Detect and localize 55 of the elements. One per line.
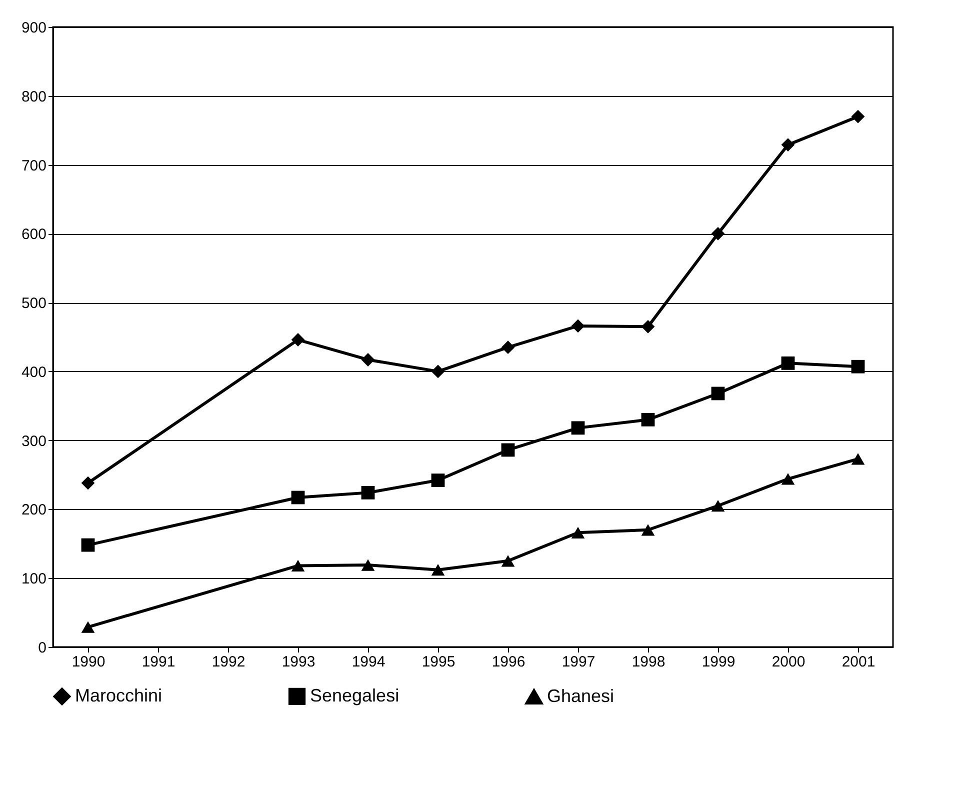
point (781, 473, 795, 485)
x-tick-label: 2000 (772, 654, 806, 670)
point (571, 526, 585, 538)
point (641, 524, 655, 536)
point (851, 360, 865, 374)
legend-label: Senegalesi (310, 685, 400, 706)
point (431, 564, 445, 576)
point (361, 559, 375, 571)
legend-label: Marocchini (75, 685, 162, 706)
point (501, 340, 515, 354)
point (571, 421, 585, 435)
x-tick-label: 1999 (702, 654, 736, 670)
x-tick-label: 1998 (632, 654, 666, 670)
point (641, 320, 655, 334)
point (361, 353, 375, 366)
point (501, 443, 515, 457)
point (851, 110, 865, 124)
x-tick-label: 1991 (142, 654, 176, 670)
y-tick-label: 200 (21, 502, 46, 519)
y-tick-label: 100 (21, 570, 46, 588)
point (81, 621, 95, 633)
point (851, 453, 865, 465)
point (711, 500, 725, 512)
x-tick-label: 1990 (72, 654, 106, 670)
y-tick-label: 700 (21, 157, 46, 174)
y-tick-label: 300 (21, 432, 46, 450)
point (361, 486, 375, 500)
y-tick-label: 800 (21, 88, 46, 106)
y-tick-label: 900 (21, 20, 46, 36)
point (781, 356, 795, 370)
x-tick-label: 1994 (352, 654, 386, 670)
point (81, 538, 95, 552)
point (431, 364, 445, 378)
y-tick-label: 400 (21, 364, 46, 381)
x-tick-label: 2001 (842, 654, 876, 670)
y-tick-label: 0 (38, 640, 46, 656)
point (711, 226, 725, 240)
x-tick-label: 1992 (212, 654, 246, 670)
point (711, 386, 725, 400)
point (781, 138, 795, 152)
point (501, 555, 515, 567)
point (81, 476, 95, 490)
x-tick-label: 1995 (422, 654, 456, 670)
point (571, 319, 585, 333)
x-tick-label: 1997 (562, 654, 596, 670)
y-tick-label: 500 (21, 295, 46, 312)
y-tick-label: 600 (21, 226, 46, 244)
x-tick-label: 1996 (492, 654, 526, 670)
point (641, 412, 655, 426)
legend-label: Ghanesi (547, 686, 614, 706)
x-tick-label: 1993 (282, 654, 316, 670)
point (431, 474, 445, 487)
point (291, 560, 305, 572)
point (291, 490, 305, 504)
point (291, 333, 305, 346)
